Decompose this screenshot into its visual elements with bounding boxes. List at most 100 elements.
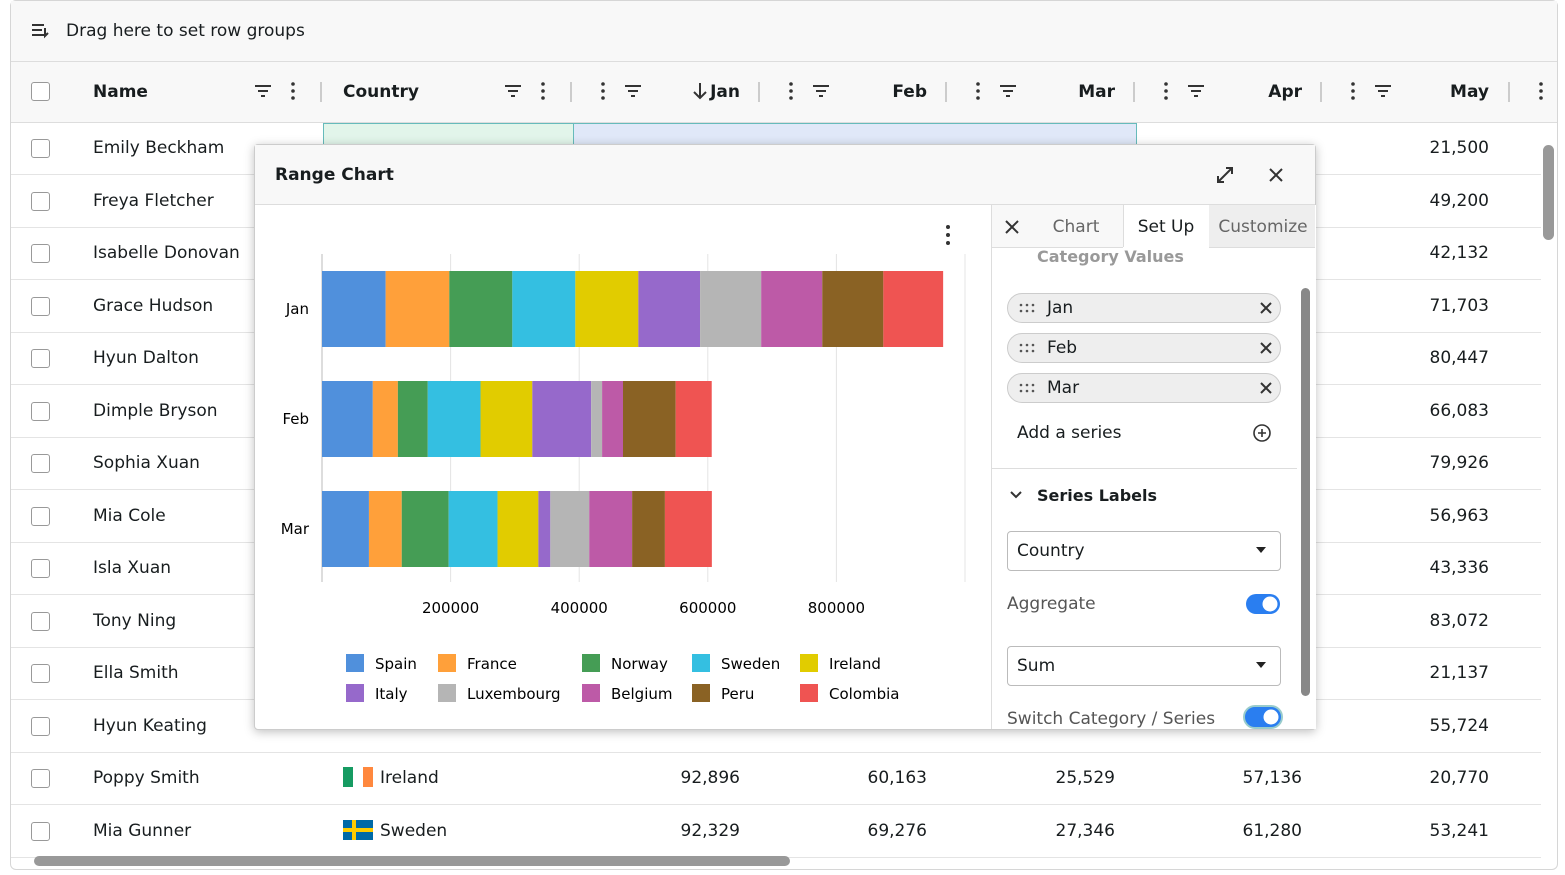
toggle[interactable]	[1243, 705, 1285, 729]
cell-name: Mia Cole	[93, 506, 166, 526]
bar-segment	[591, 381, 602, 457]
chart-menu-icon	[946, 225, 950, 229]
cell-value: 49,200	[1430, 191, 1489, 211]
header-icons	[0, 62, 1565, 122]
vertical-scrollbar[interactable]	[1543, 145, 1554, 240]
bar-segment	[665, 491, 712, 567]
cell-value: 55,724	[1430, 716, 1489, 736]
y-tick-label: Feb	[282, 410, 309, 428]
chip-remove[interactable]	[1257, 339, 1275, 357]
menu-icon	[1351, 82, 1355, 86]
cell-value: 27,346	[1056, 821, 1115, 841]
tab-label[interactable]: Set Up	[1138, 217, 1195, 237]
dropdown-arrow[interactable]	[1255, 545, 1267, 555]
bar-segment	[575, 271, 638, 347]
section-title[interactable]: Series Labels	[1037, 486, 1157, 506]
menu-icon	[976, 82, 980, 86]
cell-value: 20,770	[1430, 768, 1489, 788]
chip-remove[interactable]	[1257, 299, 1275, 317]
chip-label[interactable]: Mar	[1047, 378, 1079, 398]
x-tick-label: 800000	[808, 599, 865, 617]
row-line	[11, 752, 1541, 753]
row-checkbox[interactable]	[31, 297, 50, 316]
flag-icon	[343, 767, 373, 787]
legend-label: Norway	[611, 655, 668, 673]
bar-segment	[700, 271, 761, 347]
row-checkbox[interactable]	[31, 769, 50, 788]
bar-segment	[322, 271, 386, 347]
drag-handle[interactable]	[1019, 342, 1037, 354]
drag-dot	[1026, 350, 1029, 353]
cell-value: 61,280	[1243, 821, 1302, 841]
tab-label[interactable]: Chart	[1053, 217, 1100, 237]
row-checkbox[interactable]	[31, 507, 50, 526]
drag-dot	[1032, 344, 1035, 347]
dropdown-arrow[interactable]	[1255, 660, 1267, 670]
drag-dot	[1020, 384, 1023, 387]
section-title[interactable]: Category Values	[1037, 247, 1184, 267]
row-checkbox[interactable]	[31, 559, 50, 578]
toggle[interactable]	[1245, 592, 1283, 616]
cell-value: 69,276	[868, 821, 927, 841]
cell-value: 83,072	[1430, 611, 1489, 631]
legend-label: Italy	[375, 685, 408, 703]
dialog-header	[255, 145, 1315, 205]
menu-icon	[601, 89, 605, 93]
cell-value: 71,703	[1430, 296, 1489, 316]
bar-segment	[761, 271, 822, 347]
select-value[interactable]: Country	[1017, 541, 1085, 561]
drag-dot	[1026, 384, 1029, 387]
bar-segment	[638, 271, 700, 347]
row-checkbox[interactable]	[31, 402, 50, 421]
bar-segment	[373, 381, 398, 457]
menu-icon	[541, 96, 545, 100]
chip-remove[interactable]	[1257, 379, 1275, 397]
y-tick-label: Mar	[281, 520, 310, 538]
selected-cell	[323, 123, 575, 146]
drag-handle[interactable]	[1019, 382, 1037, 394]
panel-scrollbar[interactable]	[1301, 288, 1310, 696]
row-checkbox[interactable]	[31, 454, 50, 473]
cell-name: Hyun Dalton	[93, 348, 199, 368]
chip-remove	[1261, 383, 1271, 393]
tab-label[interactable]: Customize	[1218, 217, 1307, 237]
group-icon	[31, 22, 51, 40]
dialog-controls[interactable]	[1215, 165, 1295, 185]
add-series[interactable]: Add a series	[1017, 423, 1121, 443]
menu-icon	[291, 82, 295, 86]
close-icon[interactable]	[1005, 220, 1019, 234]
cell-name: Hyun Keating	[93, 716, 207, 736]
menu-icon	[541, 89, 545, 93]
cell-name: Sophia Xuan	[93, 453, 200, 473]
legend-label: Colombia	[829, 685, 900, 703]
drag-dot	[1026, 310, 1029, 313]
bar-segment	[623, 381, 676, 457]
bar-segment	[428, 381, 481, 457]
chevron[interactable]	[1009, 489, 1023, 501]
drag-dot	[1032, 350, 1035, 353]
bar-segment	[532, 381, 591, 457]
bar-segment	[589, 491, 632, 567]
row-checkbox[interactable]	[31, 192, 50, 211]
drag-dot	[1032, 304, 1035, 307]
row-checkbox[interactable]	[31, 664, 50, 683]
chip-label[interactable]: Feb	[1047, 338, 1077, 358]
menu-icon	[1351, 89, 1355, 93]
cell-value: 60,163	[868, 768, 927, 788]
row-checkbox[interactable]	[31, 612, 50, 631]
add-icon[interactable]	[1252, 423, 1272, 443]
row-checkbox[interactable]	[31, 244, 50, 263]
row-checkbox[interactable]	[31, 717, 50, 736]
bar-segment	[602, 381, 623, 457]
chip-label[interactable]: Jan	[1047, 298, 1073, 318]
select-value[interactable]: Sum	[1017, 656, 1055, 676]
chart-menu-icon	[946, 241, 950, 245]
bar-segment	[822, 271, 883, 347]
cell-name: Dimple Bryson	[93, 401, 218, 421]
drag-handle[interactable]	[1019, 302, 1037, 314]
row-checkbox[interactable]	[31, 139, 50, 158]
horizontal-scrollbar[interactable]	[34, 856, 790, 866]
row-checkbox[interactable]	[31, 349, 50, 368]
row-checkbox[interactable]	[31, 822, 50, 841]
bar-segment	[550, 491, 589, 567]
